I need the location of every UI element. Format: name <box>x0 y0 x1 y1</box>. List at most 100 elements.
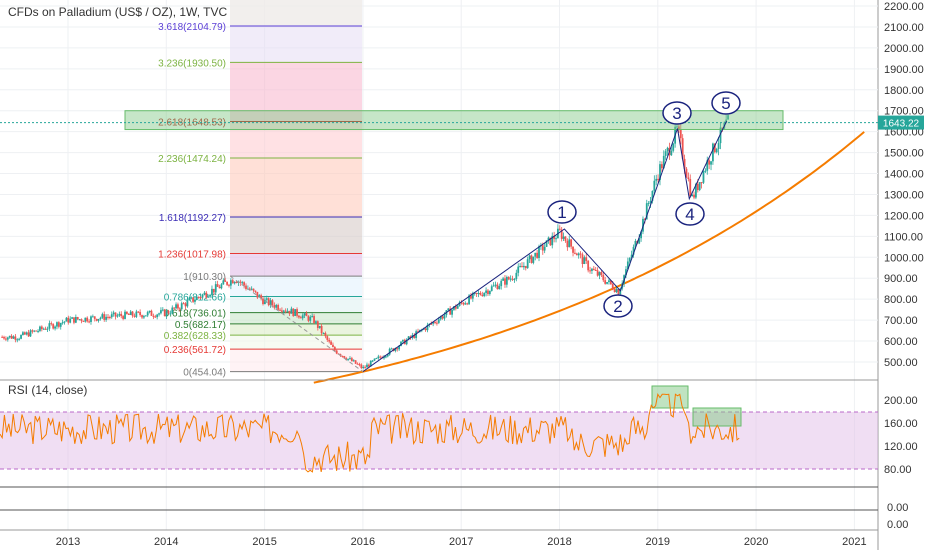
candle-body <box>199 297 202 299</box>
candle-body <box>350 358 353 362</box>
candle-body <box>63 321 66 323</box>
candle-body <box>691 194 694 197</box>
candle-body <box>587 260 590 271</box>
candle-body <box>585 257 588 261</box>
candle-body <box>163 309 166 317</box>
lower-tick-2: 0.00 <box>887 519 908 531</box>
x-tick-label: 2013 <box>56 536 80 548</box>
candle-body <box>475 292 478 294</box>
candle-body <box>279 309 281 311</box>
candle-body <box>513 279 516 281</box>
candle-body <box>101 314 104 318</box>
wave-label: 1 <box>557 203 566 222</box>
wave-label: 3 <box>672 104 681 123</box>
candle-body <box>659 164 661 180</box>
candle-body <box>507 276 510 280</box>
candle-body <box>405 339 408 345</box>
candle-body <box>596 270 599 276</box>
candle-body <box>271 300 274 305</box>
candle-body <box>6 337 9 340</box>
fib-zone-band <box>230 323 362 336</box>
candle-body <box>589 270 591 272</box>
candle-body <box>617 289 620 295</box>
candle-body <box>396 348 399 350</box>
candle-body <box>146 312 149 316</box>
candle-body <box>228 284 230 286</box>
candle-body <box>118 313 121 316</box>
candle-body <box>647 203 650 205</box>
candle-body <box>282 310 285 312</box>
candle-body <box>250 288 253 290</box>
candle-body <box>555 238 557 240</box>
candle-body <box>265 298 268 300</box>
candle-body <box>201 294 204 298</box>
candle-body <box>670 150 673 156</box>
y-tick-label: 1200.00 <box>884 210 924 222</box>
wave-label: 2 <box>613 297 622 316</box>
candle-body <box>59 323 62 327</box>
candle-body <box>630 254 633 259</box>
candle-body <box>553 235 556 239</box>
candle-body <box>454 306 457 309</box>
candle-body <box>706 160 709 171</box>
candle-body <box>373 358 376 361</box>
candle-body <box>224 280 227 282</box>
candle-body <box>222 280 225 285</box>
candle-body <box>683 158 686 169</box>
fib-level-label: 0.236(561.72) <box>164 345 226 356</box>
candle-body <box>677 126 680 130</box>
candle-body <box>400 341 402 347</box>
candle-body <box>12 336 15 339</box>
candle-body <box>653 180 656 191</box>
candle-body <box>371 360 374 362</box>
candle-body <box>485 290 487 293</box>
candle-body <box>628 258 631 262</box>
candle-body <box>712 143 714 162</box>
candle-body <box>545 240 548 247</box>
candle-body <box>160 310 162 314</box>
candle-body <box>114 312 117 317</box>
candle-body <box>655 178 658 181</box>
candle-body <box>50 323 53 325</box>
candle-body <box>710 161 712 165</box>
candle-body <box>687 177 690 180</box>
candle-body <box>220 284 223 289</box>
y-tick-label: 700.00 <box>884 315 918 327</box>
candle-body <box>175 304 177 309</box>
rsi-line <box>0 393 740 473</box>
candle-body <box>298 315 300 318</box>
candle-body <box>528 255 531 260</box>
candle-body <box>358 364 361 366</box>
y-tick-label: 2100.00 <box>884 22 924 34</box>
candle-body <box>180 303 183 310</box>
candle-body <box>330 341 332 345</box>
candle-body <box>347 358 349 360</box>
candle-body <box>689 179 692 197</box>
candle-body <box>150 310 153 316</box>
candle-body <box>451 309 453 315</box>
candle-body <box>354 360 357 364</box>
candle-body <box>611 284 614 290</box>
candle-body <box>662 155 665 169</box>
wave-circle <box>547 200 577 224</box>
candle-body <box>594 269 597 271</box>
candle-body <box>316 321 319 328</box>
candle-body <box>61 322 64 324</box>
target-zone-box <box>124 110 784 131</box>
candle-body <box>156 314 159 318</box>
candle-body <box>634 240 637 247</box>
candle-body <box>71 317 73 319</box>
y-tick-label: 2000.00 <box>884 43 924 55</box>
candle-body <box>235 281 238 283</box>
y-tick-label: 1500.00 <box>884 148 924 160</box>
candle-body <box>44 328 47 330</box>
time-axis-labels: 2013 2014 2015 2016 2017 2018 2019 2020 2021 <box>56 536 867 548</box>
candle-body <box>562 236 565 239</box>
candle-body <box>20 335 22 339</box>
candle-body <box>124 311 126 319</box>
candle-body <box>286 310 289 312</box>
candle-body <box>341 355 344 357</box>
x-tick-label: 2015 <box>252 536 276 548</box>
candle-body <box>502 278 504 281</box>
candle-body <box>721 127 724 129</box>
